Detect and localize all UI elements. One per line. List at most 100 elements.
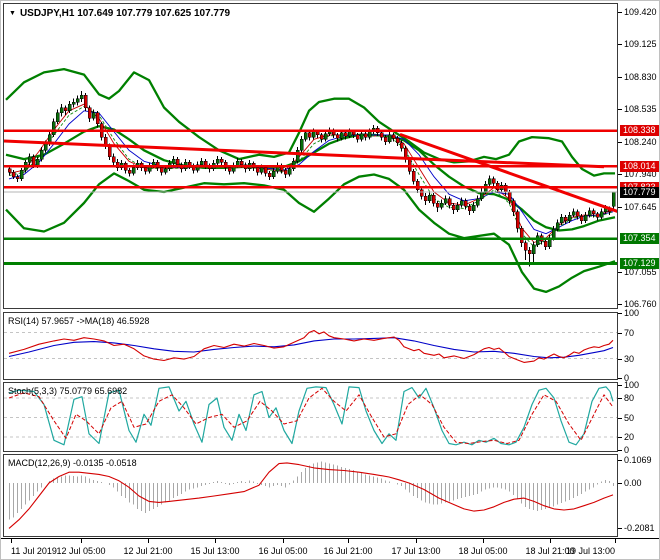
bear-candle	[515, 211, 520, 229]
price-levels	[4, 129, 617, 265]
bear-candle	[595, 213, 600, 218]
bear-candle	[431, 195, 436, 204]
osc-tick-dash	[618, 385, 622, 386]
bear-candle	[467, 206, 472, 211]
bull-candle	[583, 214, 588, 221]
stochastic-plot[interactable]	[4, 383, 617, 451]
price-tick-dash	[618, 142, 622, 143]
bull-candle	[59, 107, 64, 114]
bear-candle	[491, 178, 496, 184]
descending-trendline[interactable]	[399, 132, 617, 213]
osc-tick-dash	[618, 528, 622, 529]
price-tick-dash	[618, 77, 622, 78]
bear-candle	[107, 145, 112, 158]
bull-candle	[55, 112, 60, 123]
price-badge-red: 107.823	[620, 182, 659, 193]
macd-plot[interactable]	[4, 455, 617, 536]
rsi-label: RSI(14) 57.9657 ->MA(18) 46.5928	[8, 316, 150, 326]
bull-candle	[39, 150, 44, 160]
bear-candle	[335, 134, 340, 139]
ohlc-values: 107.649 107.779 107.625 107.779	[77, 8, 231, 19]
bear-candle	[411, 170, 416, 182]
ma-fast-red-line	[8, 103, 614, 243]
bear-candle	[315, 131, 320, 136]
bull-candle	[27, 156, 32, 163]
bull-candle	[235, 161, 240, 166]
time-label: 11 Jul 2019	[11, 546, 57, 556]
bear-candle	[351, 131, 356, 136]
time-label: 16 Jul 21:00	[323, 546, 373, 556]
bear-candle	[203, 161, 208, 166]
bear-candle	[7, 168, 12, 173]
stoch-d-line	[8, 387, 614, 444]
bear-candle	[407, 158, 412, 172]
bull-candle	[531, 244, 536, 254]
osc-tick-label: 100	[624, 380, 640, 390]
bull-candle	[367, 131, 372, 138]
descending-trendline[interactable]	[4, 139, 605, 169]
bull-candle	[291, 161, 296, 170]
osc-tick-label: 0	[624, 445, 630, 455]
bear-candle	[379, 132, 384, 138]
bull-candle	[311, 131, 316, 138]
osc-tick-label: 50	[624, 413, 635, 423]
osc-tick-label: 30	[624, 354, 635, 364]
rsi-plot[interactable]	[4, 313, 617, 379]
time-label: 12 Jul 05:00	[56, 546, 106, 556]
bull-candle	[559, 217, 564, 224]
time-axis[interactable]: 11 Jul 2019 12 Jul 05:00 12 Jul 21:00 15 Ju…	[1, 538, 659, 559]
stochastic-panel: Stoch(5,3,3) 75.0779 65.6982	[3, 382, 618, 452]
bear-candle	[355, 134, 360, 140]
bear-candle	[363, 133, 368, 138]
bull-candle	[91, 112, 96, 119]
bear-candle	[391, 134, 396, 139]
price-tick-label: 109.420	[624, 7, 657, 17]
symbol-dropdown-icon[interactable]: ▼	[9, 10, 16, 17]
osc-tick-label: 70	[624, 328, 635, 338]
price-tick-label: 108.535	[624, 104, 657, 114]
main-chart-plot[interactable]	[4, 4, 617, 308]
bull-candle	[439, 202, 444, 208]
rsi-line	[8, 329, 614, 363]
time-label: 19 Jul 13:00	[565, 546, 615, 556]
quote-line: ▼ USDJPY,H1 107.649 107.779 107.625 107.7…	[9, 8, 230, 19]
time-tick	[215, 539, 216, 543]
bear-candle	[95, 112, 100, 125]
bear-candle	[383, 136, 388, 142]
bear-candle	[111, 156, 116, 163]
bear-candle	[143, 167, 148, 172]
ma-slow-blue-line	[8, 110, 614, 235]
time-label: 16 Jul 05:00	[258, 546, 308, 556]
bear-candle	[415, 180, 420, 191]
bull-candle	[75, 98, 80, 103]
bear-candle	[519, 228, 524, 243]
osc-tick-label: 0	[624, 373, 630, 383]
bear-candle	[11, 172, 16, 177]
bear-candle	[239, 161, 244, 165]
bear-candle	[575, 211, 580, 217]
osc-tick-dash	[618, 378, 622, 379]
price-badge-black: 107.779	[620, 187, 659, 198]
osc-tick-dash	[618, 398, 622, 399]
price-tick-dash	[618, 44, 622, 45]
bear-candle	[463, 200, 468, 207]
bear-candle	[307, 132, 312, 138]
bull-candle	[199, 161, 204, 165]
bull-candle	[163, 168, 168, 173]
bear-candle	[579, 215, 584, 221]
osc-tick-dash	[618, 450, 622, 451]
bear-candle	[227, 167, 232, 172]
time-label: 15 Jul 13:00	[190, 546, 240, 556]
bear-candle	[255, 167, 260, 173]
price-tick-label: 107.055	[624, 267, 657, 277]
osc-tick-label: 0.1069	[624, 455, 652, 465]
macd-label: MACD(12,26,9) -0.0135 -0.0518	[8, 458, 137, 468]
time-tick	[148, 539, 149, 543]
osc-tick-dash	[618, 483, 622, 484]
bull-candle	[43, 143, 48, 151]
bull-candle	[347, 131, 352, 137]
bull-candle	[427, 195, 432, 202]
bull-candle	[459, 200, 464, 206]
bear-candle	[31, 156, 36, 166]
